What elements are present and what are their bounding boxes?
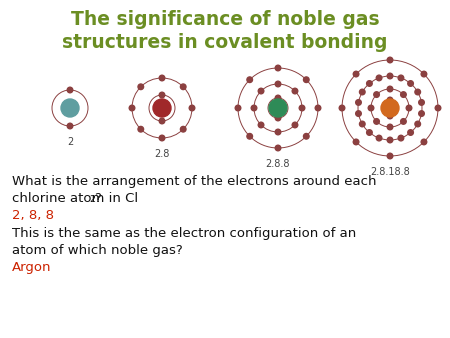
Circle shape [398, 135, 404, 141]
Circle shape [435, 105, 441, 111]
Text: 2: 2 [89, 195, 95, 204]
Circle shape [387, 113, 393, 119]
Circle shape [292, 88, 298, 94]
Circle shape [275, 129, 281, 135]
Circle shape [275, 145, 281, 151]
Text: 2: 2 [67, 137, 73, 147]
Text: ?: ? [94, 192, 101, 205]
Text: chlorine atom in Cl: chlorine atom in Cl [12, 192, 138, 205]
Circle shape [235, 105, 241, 111]
Circle shape [398, 75, 404, 81]
Circle shape [247, 134, 252, 139]
Circle shape [418, 100, 424, 105]
Circle shape [374, 119, 379, 124]
Circle shape [387, 153, 393, 159]
Circle shape [275, 65, 281, 71]
Circle shape [387, 97, 393, 103]
Text: What is the arrangement of the electrons around each: What is the arrangement of the electrons… [12, 175, 377, 188]
Circle shape [258, 88, 264, 94]
Circle shape [400, 92, 406, 97]
Circle shape [415, 89, 420, 95]
Circle shape [159, 118, 165, 124]
Circle shape [303, 77, 309, 82]
Circle shape [247, 77, 252, 82]
Circle shape [315, 105, 321, 111]
Circle shape [159, 75, 165, 81]
Circle shape [180, 84, 186, 90]
Circle shape [376, 75, 382, 81]
Circle shape [275, 81, 281, 87]
Circle shape [376, 135, 382, 141]
Circle shape [367, 130, 372, 135]
Circle shape [67, 87, 73, 93]
Circle shape [367, 81, 372, 86]
Circle shape [303, 134, 309, 139]
Circle shape [421, 139, 427, 145]
Circle shape [406, 105, 412, 111]
Circle shape [159, 135, 165, 141]
Circle shape [368, 105, 374, 111]
Circle shape [374, 92, 379, 97]
Text: atom of which noble gas?: atom of which noble gas? [12, 244, 183, 257]
Circle shape [387, 124, 393, 130]
Circle shape [129, 105, 135, 111]
Circle shape [67, 123, 73, 129]
Circle shape [360, 121, 365, 127]
Circle shape [189, 105, 195, 111]
Text: 2.8.18.8: 2.8.18.8 [370, 167, 410, 177]
Circle shape [353, 139, 359, 145]
Circle shape [408, 81, 414, 86]
Circle shape [292, 122, 298, 128]
Text: The significance of noble gas
structures in covalent bonding: The significance of noble gas structures… [62, 10, 388, 52]
Circle shape [408, 130, 414, 135]
Circle shape [275, 115, 281, 121]
Text: This is the same as the electron configuration of an: This is the same as the electron configu… [12, 226, 356, 240]
Circle shape [251, 105, 257, 111]
Circle shape [360, 89, 365, 95]
Circle shape [387, 57, 393, 63]
Circle shape [61, 99, 79, 117]
Circle shape [153, 99, 171, 117]
Circle shape [387, 137, 393, 143]
Circle shape [381, 99, 399, 117]
Circle shape [180, 126, 186, 132]
Text: 2.8: 2.8 [154, 149, 170, 159]
Circle shape [415, 121, 420, 127]
Circle shape [138, 126, 144, 132]
Circle shape [387, 73, 393, 79]
Circle shape [400, 119, 406, 124]
Circle shape [421, 71, 427, 77]
Circle shape [269, 99, 287, 117]
Circle shape [258, 122, 264, 128]
Circle shape [339, 105, 345, 111]
Circle shape [299, 105, 305, 111]
Text: Argon: Argon [12, 261, 51, 274]
Circle shape [275, 95, 281, 101]
Circle shape [138, 84, 144, 90]
Circle shape [356, 100, 361, 105]
Text: 2.8.8: 2.8.8 [266, 159, 290, 169]
Circle shape [159, 92, 165, 98]
Circle shape [418, 111, 424, 116]
Circle shape [356, 111, 361, 116]
Text: 2, 8, 8: 2, 8, 8 [12, 210, 54, 222]
Circle shape [353, 71, 359, 77]
Circle shape [387, 86, 393, 92]
